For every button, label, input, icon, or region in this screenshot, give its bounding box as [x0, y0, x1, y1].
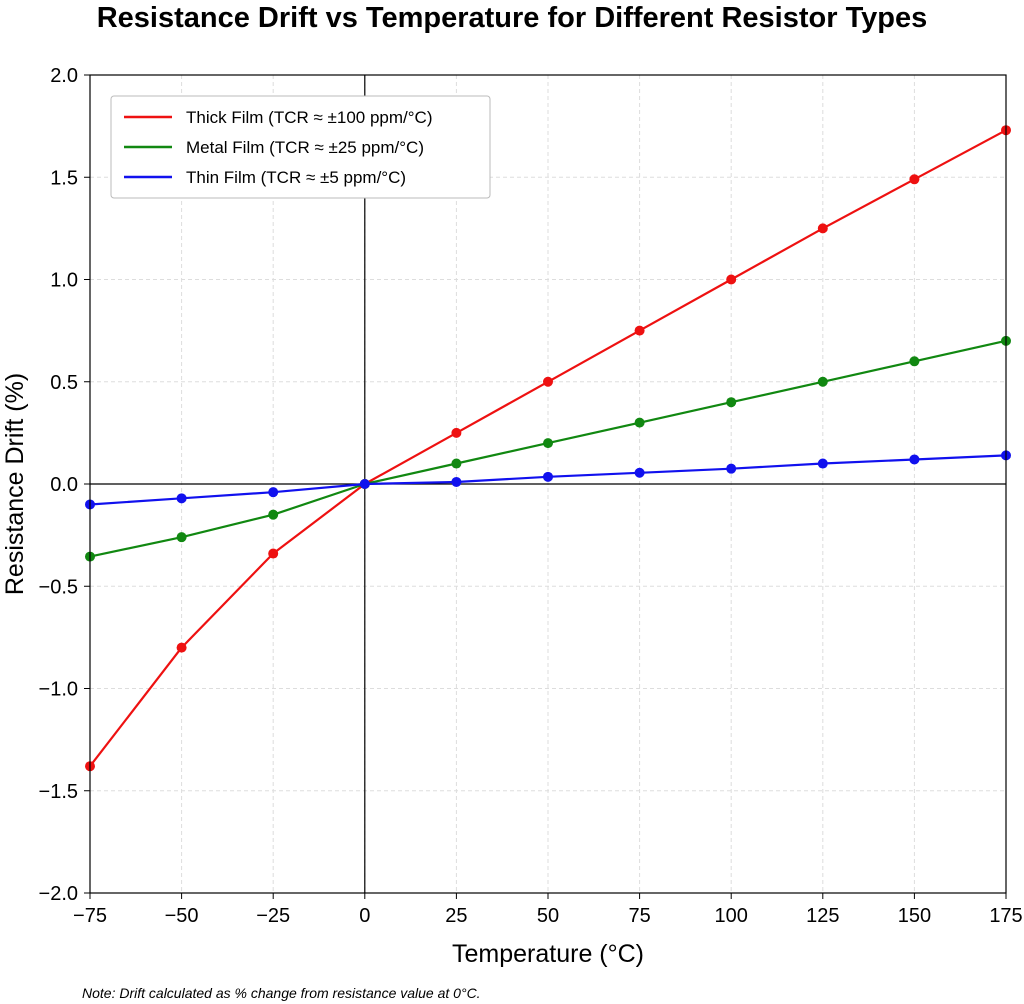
- data-point-2-6: [634, 467, 645, 478]
- y-tick-label-0: −2.0: [39, 883, 78, 905]
- x-tick-label-5: 50: [537, 905, 559, 927]
- tick-labels: −75 −50 −25 0 25 50 75 100 125 150 175 −2.0 −1.5 −1.0…: [39, 65, 1023, 927]
- x-tick-label-8: 125: [806, 905, 839, 927]
- data-point-0-2: [268, 548, 279, 559]
- y-axis-label: Resistance Drift (%): [1, 373, 29, 595]
- x-axis-label: Temperature (°C): [452, 940, 644, 968]
- legend-box: [110, 95, 491, 199]
- x-tick-label-4: 25: [445, 905, 467, 927]
- series-0: [85, 125, 1011, 772]
- data-point-1-7: [726, 397, 737, 408]
- data-point-0-5: [543, 376, 553, 387]
- data-point-1-6: [634, 417, 645, 428]
- x-tick-label-6: 75: [628, 905, 650, 927]
- y-tick-label-7: 1.5: [50, 167, 78, 189]
- data-point-0-9: [909, 174, 920, 185]
- y-tick-label-2: −1.0: [39, 679, 78, 701]
- legend: Thick Film (TCR ≈ ±100 ppm/°C) Metal Film…: [110, 95, 491, 199]
- data-point-2-7: [726, 463, 737, 474]
- data-point-1-2: [268, 509, 279, 520]
- data-point-2-4: [451, 476, 462, 487]
- footnote: Note: Drift calculated as % change from …: [82, 985, 481, 1001]
- x-tick-label-2: −25: [256, 905, 290, 927]
- data-point-0-4: [451, 427, 462, 438]
- data-point-1-1: [176, 532, 187, 543]
- data-point-1-8: [817, 376, 828, 387]
- data-point-1-5: [543, 438, 553, 449]
- data-point-2-1: [176, 493, 187, 504]
- y-tick-label-3: −0.5: [39, 576, 78, 598]
- data-point-1-9: [909, 356, 920, 367]
- y-tick-label-6: 1.0: [50, 270, 78, 292]
- data-point-2-8: [817, 458, 828, 469]
- y-tick-label-4: 0.0: [50, 474, 78, 496]
- data-point-2-3: [359, 479, 370, 489]
- data-point-2-5: [543, 471, 553, 482]
- series-group: [85, 125, 1011, 772]
- data-point-2-2: [268, 487, 279, 498]
- y-tick-label-8: 2.0: [50, 65, 78, 87]
- legend-label-1: Metal Film (TCR ≈ ±25 ppm/°C): [186, 138, 424, 157]
- chart-title: Resistance Drift vs Temperature for Diff…: [96, 2, 928, 34]
- x-tick-label-1: −50: [165, 905, 199, 927]
- legend-label-2: Thin Film (TCR ≈ ±5 ppm/°C): [186, 168, 406, 187]
- x-tick-label-9: 150: [898, 905, 931, 927]
- data-point-0-8: [817, 223, 828, 234]
- y-tick-label-5: 0.5: [50, 372, 78, 394]
- x-tick-label-0: −75: [73, 905, 107, 927]
- y-tick-label-1: −1.5: [39, 781, 78, 803]
- data-point-0-6: [634, 325, 645, 336]
- data-point-2-9: [909, 454, 920, 465]
- data-point-0-1: [176, 642, 187, 653]
- x-tick-label-7: 100: [715, 905, 748, 927]
- x-tick-label-3: 0: [359, 905, 370, 927]
- x-tick-label-10: 175: [989, 905, 1022, 927]
- legend-label-0: Thick Film (TCR ≈ ±100 ppm/°C): [186, 108, 432, 127]
- data-point-0-7: [726, 274, 737, 285]
- data-point-1-4: [451, 458, 462, 469]
